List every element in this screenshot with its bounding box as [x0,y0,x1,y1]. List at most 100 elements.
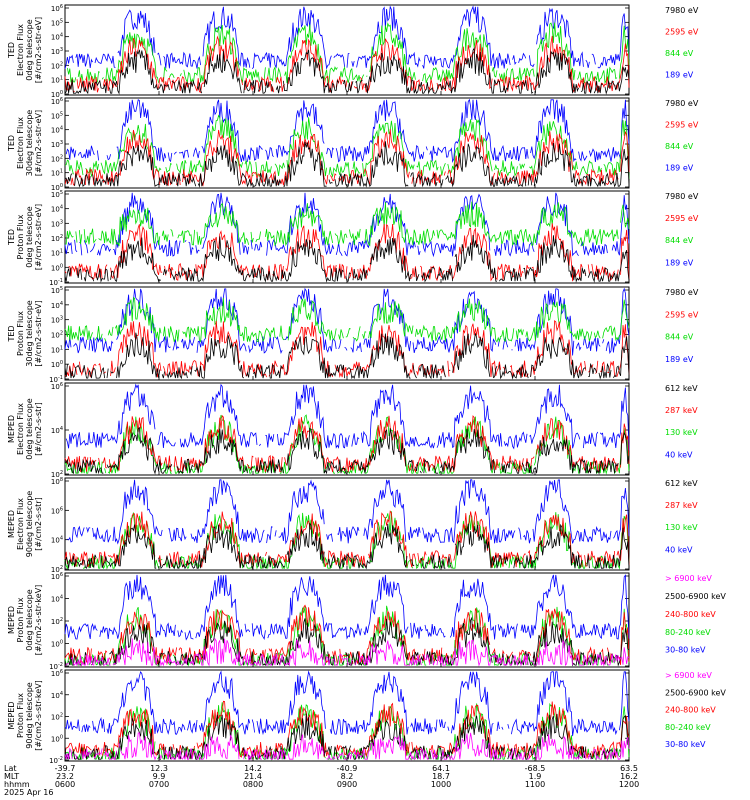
legend-entry: 80-240 keV [665,628,711,637]
legend-entry: 844 eV [665,333,694,342]
y-tick-label: 102 [51,713,63,722]
y-tick-label: 105 [51,286,63,295]
trace-189-ev [65,98,630,163]
panel-2: 100 101 102 103 104 105 106 TEDElectron Flux30d… [7,97,699,192]
y-axis-label: MEPEDElectron Flux0deg telescope[#/cm2-s… [7,398,43,459]
legend-entry: 130 keV [665,523,698,532]
y-tick-label: 108 [51,477,63,486]
y-tick-label: 103 [51,47,63,56]
panel-frame [64,572,630,668]
x-tick-lat: 12.3 [150,764,168,773]
y-tick-label: 106 [51,382,63,391]
legend-entry: 612 keV [665,384,698,393]
y-tick-label: 101 [51,249,63,258]
y-tick-label: 100 [51,734,63,743]
y-tick-label: 100 [51,183,63,192]
x-tick-lat: 64.1 [432,764,450,773]
y-tick-label: 103 [51,219,63,228]
y-axis-label: TEDProton Flux30deg telescope[#/cm2-s-st… [7,300,43,367]
panel-frame [64,4,630,96]
x-tick-mlt: 1.9 [529,772,542,781]
trace--6900-kev [65,637,630,667]
y-tick-label: 100 [51,90,63,99]
x-row-label: hhmm [4,780,30,789]
y-tick-label: 104 [51,301,63,310]
y-tick-label: 104 [51,205,63,214]
trace-7980-ev [64,235,630,283]
x-row-label: 2025 Apr 16 [4,788,53,797]
x-tick-hhmm: 0700 [149,780,169,789]
legend-entry: > 6900 keV [665,671,712,680]
y-tick-label: 101 [51,345,63,354]
x-tick-hhmm: 0600 [55,780,75,789]
y-axis-label: TEDProton Flux0deg telescope[#/cm2-s-str… [7,204,43,270]
trace-844-ev [67,22,630,85]
legend-entry: 189 eV [665,71,694,80]
x-tick-hhmm: 1000 [431,780,451,789]
legend-entry: 189 eV [665,355,694,364]
x-tick-lat: -68.5 [525,764,546,773]
legend-entry: 7980 eV [665,192,699,201]
legend-entry: 2595 eV [665,214,699,223]
legend-entry: 844 eV [665,49,694,58]
panel-7: 10-2 100 102 104 106 MEPEDProton Flux0deg tel… [7,572,726,671]
trace-40-kev [65,383,630,451]
y-tick-label: 102 [51,565,63,574]
trace-30-80-kev [64,670,630,737]
legend-entry: 40 keV [665,545,693,554]
legend-entry: 287 keV [665,501,698,510]
legend-entry: 2500-6900 keV [665,592,726,601]
y-tick-label: 100 [51,360,63,369]
x-tick-mlt: 23.2 [56,772,74,781]
y-axis-label: MEPEDElectron Flux90deg telescope[#/cm2-… [7,491,43,558]
y-tick-label: 102 [51,234,63,243]
y-tick-label: 105 [51,111,63,120]
y-tick-label: 106 [51,4,63,13]
y-tick-label: 106 [51,97,63,106]
trace-844-ev [64,114,630,179]
y-tick-label: 104 [51,426,63,435]
legend-entry: 240-800 keV [665,706,716,715]
legend-entry: 130 keV [665,428,698,437]
x-tick-mlt: 16.2 [620,772,638,781]
y-tick-label: 104 [51,595,63,604]
legend-entry: 7980 eV [665,99,699,108]
x-tick-mlt: 8.2 [341,772,354,781]
y-tick-label: 104 [51,536,63,545]
trace-612-kev [64,426,630,475]
legend-entry: 80-240 keV [665,723,711,732]
x-row-label: Lat [4,764,17,773]
y-tick-label: 105 [51,190,63,199]
y-tick-label: 101 [51,169,63,178]
x-tick-lat: -40.9 [337,764,358,773]
y-axis-label: MEPEDProton Flux90deg telescope[#/cm2-s-… [7,680,43,751]
y-tick-label: 104 [51,126,63,135]
legend-entry: 30-80 keV [665,646,706,655]
y-tick-label: 100 [51,640,63,649]
trace-844-ev [64,201,630,247]
y-axis-label: TEDElectron Flux0deg telescope[#/cm2-s-s… [7,17,43,83]
legend-entry: 844 eV [665,236,694,245]
x-tick-mlt: 9.9 [153,772,166,781]
panel-4: 10-1 100 101 102 103 104 105 TEDProton Flux30de… [7,286,699,384]
y-tick-label: 103 [51,140,63,149]
trace-7980-ev [64,46,630,95]
panel-6: 102 104 106 108 MEPEDElectron Flux90deg tele… [7,477,698,574]
trace-30-80-kev [64,574,630,641]
x-tick-lat: 14.2 [244,764,262,773]
y-tick-label: 102 [51,617,63,626]
legend-entry: > 6900 keV [665,574,712,583]
legend-entry: 2595 eV [665,121,699,130]
y-tick-label: 100 [51,263,63,272]
legend-entry: 7980 eV [665,6,699,15]
y-tick-label: 102 [51,470,63,479]
legend-entry: 189 eV [665,164,694,173]
trace-40-kev [67,479,630,545]
y-tick-label: 106 [51,572,63,581]
x-tick-hhmm: 0800 [243,780,263,789]
x-tick-lat: -39.7 [55,764,76,773]
y-tick-label: 102 [51,331,63,340]
y-tick-label: 106 [51,506,63,515]
y-tick-label: 10-1 [49,375,63,384]
trace-7980-ev [64,141,630,188]
